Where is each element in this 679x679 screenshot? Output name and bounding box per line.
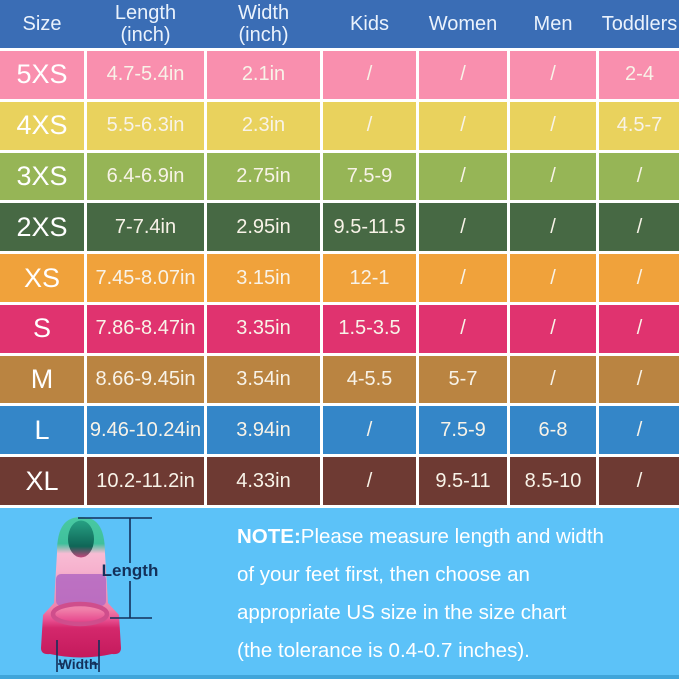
cell-toddlers: / [599, 203, 679, 252]
table-row-xs: XS 7.45-8.07in 3.15in 12-1// / [0, 254, 679, 302]
header-cell-kids: Kids [350, 13, 389, 35]
cell-women: / [419, 152, 507, 201]
table-row-xl: XL 10.2-11.2in 4.33in/9.5-11 8.5-10/ [0, 457, 679, 506]
cell-length: 7.86-8.47in [87, 304, 204, 353]
header-cell-length: Length (inch) [114, 2, 177, 46]
cell-women: / [419, 51, 507, 99]
cell-men: / [510, 254, 596, 302]
length-measure-line [78, 517, 152, 619]
cell-size: XL [0, 457, 84, 506]
cell-size: S [0, 304, 84, 353]
cell-length: 4.7-5.4in [87, 51, 204, 99]
cell-width: 2.3in [207, 101, 320, 150]
note-line: appropriate US size in the size chart [237, 601, 567, 624]
cell-length: 7-7.4in [87, 203, 204, 252]
cell-women: 7.5-9 [419, 406, 507, 455]
header-cell-men: Men [533, 13, 573, 35]
note-prefix: NOTE: [237, 525, 301, 548]
cell-toddlers: / [599, 457, 679, 506]
cell-width: 2.95in [207, 203, 320, 252]
cell-length: 10.2-11.2in [87, 457, 204, 506]
cell-size: M [0, 355, 84, 404]
cell-women: / [419, 101, 507, 150]
cell-toddlers: / [599, 254, 679, 302]
table-header-row: Size Length (inch) Width (inch) Kids Women Me… [0, 0, 679, 48]
cell-women: / [419, 203, 507, 252]
length-label: Length [102, 561, 159, 580]
cell-men: / [510, 304, 596, 353]
width-label: Width [59, 656, 98, 672]
cell-kids: 9.5-11.5 [323, 203, 416, 252]
table-row-5xs: 5XS 4.7-5.4in 2.1in / //2-4 [0, 51, 679, 99]
cell-width: 4.33in [207, 457, 320, 506]
cell-kids: 7.5-9 [323, 152, 416, 201]
note-text: NOTE:Please measure length and width of … [237, 518, 669, 670]
cell-width: 3.94in [207, 406, 320, 455]
cell-men: 6-8 [510, 406, 596, 455]
cell-women: / [419, 304, 507, 353]
table-body: 5XS 4.7-5.4in 2.1in / //2-4 4XS 5.5-6.3in 2.3in… [0, 48, 679, 506]
header-cell-toddlers: Toddlers [601, 13, 678, 35]
cell-toddlers: / [599, 355, 679, 404]
cell-size: L [0, 406, 84, 455]
note-line: of your feet first, then choose an [237, 563, 530, 586]
cell-length: 9.46-10.24in [87, 406, 204, 455]
cell-width: 3.15in [207, 254, 320, 302]
width-measure-line [56, 640, 100, 672]
note-line: (the tolerance is 0.4-0.7 inches). [237, 639, 530, 662]
cell-kids: / [323, 406, 416, 455]
table-row-l: L 9.46-10.24in 3.94in/7.5-9 6-8/ [0, 406, 679, 455]
cell-kids: 1.5-3.5 [323, 304, 416, 353]
header-cell-women: Women [428, 13, 498, 35]
table-row-m: M 8.66-9.45in 3.54in 4-5.5 5-7// [0, 355, 679, 404]
size-chart-table: Size Length (inch) Width (inch) Kids Women Me… [0, 0, 679, 506]
cell-size: 5XS [0, 51, 84, 99]
cell-kids: / [323, 51, 416, 99]
cell-kids: 12-1 [323, 254, 416, 302]
cell-width: 2.75in [207, 152, 320, 201]
cell-men: / [510, 355, 596, 404]
header-cell-size: Size [22, 13, 62, 35]
cell-length: 8.66-9.45in [87, 355, 204, 404]
fin-body [41, 517, 121, 658]
cell-width: 3.35in [207, 304, 320, 353]
header-cell-width: Width (inch) [237, 2, 290, 46]
note-line: NOTE:Please measure length and width [237, 525, 604, 548]
table-row-2xs: 2XS 7-7.4in 2.95in 9.5-11.5// / [0, 203, 679, 252]
cell-toddlers: 4.5-7 [599, 101, 679, 150]
cell-men: / [510, 101, 596, 150]
cell-women: / [419, 254, 507, 302]
cell-size: XS [0, 254, 84, 302]
measurement-section: Length Width NOTE:Please measure length … [0, 505, 679, 679]
cell-toddlers: / [599, 304, 679, 353]
table-row-4xs: 4XS 5.5-6.3in 2.3in / //4.5-7 [0, 101, 679, 150]
cell-size: 2XS [0, 203, 84, 252]
cell-size: 3XS [0, 152, 84, 201]
cell-size: 4XS [0, 101, 84, 150]
cell-men: / [510, 51, 596, 99]
fin-illustration: Length Width [41, 517, 159, 672]
cell-length: 5.5-6.3in [87, 101, 204, 150]
cell-women: 9.5-11 [419, 457, 507, 506]
cell-toddlers: / [599, 406, 679, 455]
cell-men: / [510, 152, 596, 201]
table-row-s: S 7.86-8.47in 3.35in 1.5-3.5// / [0, 304, 679, 353]
cell-length: 7.45-8.07in [87, 254, 204, 302]
cell-men: 8.5-10 [510, 457, 596, 506]
cell-toddlers: / [599, 152, 679, 201]
cell-kids: / [323, 101, 416, 150]
cell-toddlers: 2-4 [599, 51, 679, 99]
cell-women: 5-7 [419, 355, 507, 404]
cell-length: 6.4-6.9in [87, 152, 204, 201]
cell-width: 3.54in [207, 355, 320, 404]
cell-kids: / [323, 457, 416, 506]
cell-width: 2.1in [207, 51, 320, 99]
cell-kids: 4-5.5 [323, 355, 416, 404]
bottom-edge-shadow [0, 675, 679, 679]
table-row-3xs: 3XS 6.4-6.9in 2.75in 7.5-9// / [0, 152, 679, 201]
cell-men: / [510, 203, 596, 252]
